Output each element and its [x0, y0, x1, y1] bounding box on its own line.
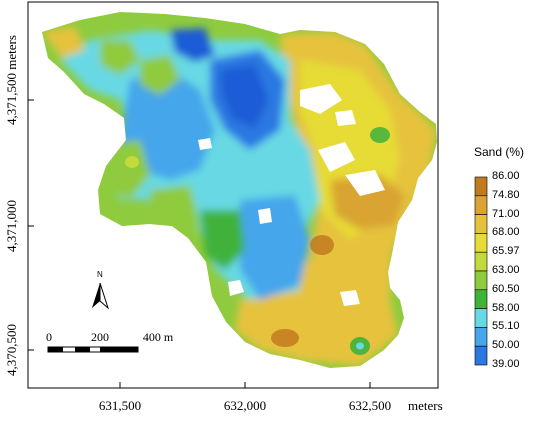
legend-swatch [474, 270, 488, 291]
legend-swatch [474, 345, 488, 366]
legend-label: 86.00 [492, 170, 520, 182]
legend-label: 58.00 [492, 301, 520, 314]
scale-bar [47, 346, 139, 353]
y-tick-label: 4,370,500 [4, 324, 19, 376]
legend-swatch [474, 289, 488, 309]
north-label: N [97, 270, 103, 279]
legend-label: 39.00 [492, 358, 520, 370]
zone-nw-corner [42, 26, 85, 58]
legend-swatch [474, 195, 488, 215]
zone-green-w [110, 140, 150, 200]
zone-green-n [140, 55, 180, 95]
legend-swatch [474, 251, 488, 272]
zone-green-nw [100, 40, 140, 75]
spot-high-1 [310, 235, 334, 255]
zone-south [235, 290, 350, 362]
legend-label: 74.80 [492, 188, 520, 201]
legend-swatch [474, 308, 488, 328]
legend-label: 50.00 [492, 339, 520, 352]
scale-label-0: 0 [46, 330, 52, 344]
legend-label: 63.00 [492, 264, 520, 276]
zone-lowest [220, 64, 268, 128]
scale-label-400: 400 m [142, 330, 174, 344]
legend-title: Sand (%) [474, 145, 525, 159]
legend-label: 71.00 [492, 207, 520, 220]
legend-label: 55.10 [492, 320, 520, 333]
x-tick-label: 632,000 [223, 398, 267, 413]
scale-label-200: 200 [91, 330, 109, 344]
y-tick-label: 4,371,000 [4, 200, 19, 252]
spot-mid-west [125, 156, 139, 168]
legend-swatch [474, 214, 488, 234]
zone-low-north [170, 28, 215, 62]
zone-dark-green [200, 210, 245, 270]
zone-high-east [330, 175, 405, 230]
spot-high-2 [271, 329, 299, 347]
spot-low-east [370, 127, 390, 143]
legend-label: 68.00 [492, 226, 520, 239]
spot-low-south-core [356, 342, 364, 350]
x-tick-label: 632,500 [348, 398, 392, 413]
x-tick-label: 631,500 [98, 398, 142, 413]
y-tick-label: 4,371,500 meters [4, 35, 19, 125]
legend-color-bar [474, 176, 488, 366]
zone-blue-west [120, 70, 215, 180]
legend-label: 65.97 [492, 245, 520, 258]
legend-swatch [474, 176, 488, 197]
legend-swatch [474, 327, 488, 347]
north-arrow-icon [92, 282, 110, 310]
legend-swatch [474, 233, 488, 253]
tick-marks [28, 99, 371, 388]
legend-label: 60.50 [492, 282, 520, 295]
no-data-holes [198, 84, 385, 306]
zone-blue-south [240, 195, 310, 300]
x-axis-unit: meters [408, 398, 443, 413]
